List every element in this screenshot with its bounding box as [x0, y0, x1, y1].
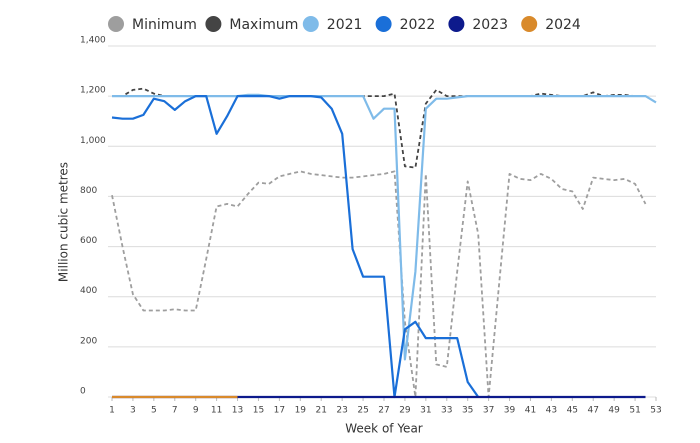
x-tick-label: 29 [399, 406, 411, 416]
x-tick-label: 27 [378, 406, 389, 416]
x-tick-label: 1 [109, 406, 115, 416]
legend-label: Minimum [132, 17, 197, 33]
series-line [112, 93, 657, 361]
series-line [111, 170, 647, 398]
legend-label: 2021 [327, 17, 363, 33]
x-tick-label: 31 [420, 406, 431, 416]
x-tick-label: 43 [546, 406, 557, 416]
x-tick-label: 7 [172, 406, 178, 416]
x-tick-label: 35 [462, 406, 473, 416]
x-tick-label: 13 [232, 406, 243, 416]
y-tick-label: 400 [80, 286, 97, 296]
legend-label: 2022 [400, 17, 436, 33]
x-tick-label: 5 [151, 406, 157, 416]
x-tick-label: 21 [316, 406, 327, 416]
legend-marker [375, 16, 392, 32]
x-tick-label: 3 [130, 406, 136, 416]
legend-marker [302, 16, 319, 32]
x-tick-label: 23 [336, 406, 347, 416]
x-tick-label: 51 [629, 406, 640, 416]
x-tick-label: 15 [253, 406, 264, 416]
x-tick-label: 33 [441, 406, 452, 416]
legend-marker [108, 16, 124, 32]
y-tick-label: 1,400 [80, 36, 106, 46]
x-tick-label: 11 [211, 406, 222, 416]
x-tick-label: 9 [193, 406, 199, 416]
legend-label: Maximum [229, 17, 298, 33]
x-tick-label: 53 [650, 406, 661, 416]
x-tick-label: 45 [567, 406, 578, 416]
x-tick-label: 37 [483, 406, 494, 416]
x-axis-label: Week of Year [345, 422, 423, 436]
y-axis-label: Million cubic metres [57, 162, 71, 282]
x-tick-label: 41 [525, 406, 536, 416]
y-tick-label: 200 [80, 336, 97, 346]
x-tick-label: 17 [274, 406, 285, 416]
x-tick-label: 49 [608, 406, 620, 416]
legend-marker [205, 16, 222, 32]
legend-label: 2024 [545, 17, 581, 33]
y-tick-label: 1,000 [80, 136, 106, 146]
x-tick-label: 47 [588, 406, 599, 416]
legend-marker [521, 16, 538, 32]
x-tick-label: 25 [357, 406, 368, 416]
y-tick-label: 800 [80, 186, 97, 196]
y-tick-label: 0 [80, 387, 86, 397]
x-tick-label: 39 [504, 406, 516, 416]
y-tick-label: 600 [80, 236, 97, 246]
x-tick-label: 19 [295, 406, 307, 416]
series-line [112, 87, 646, 169]
legend-label: 2023 [472, 17, 508, 33]
y-tick-label: 1,200 [80, 86, 106, 96]
series-line [111, 95, 480, 399]
legend-marker [448, 16, 465, 32]
